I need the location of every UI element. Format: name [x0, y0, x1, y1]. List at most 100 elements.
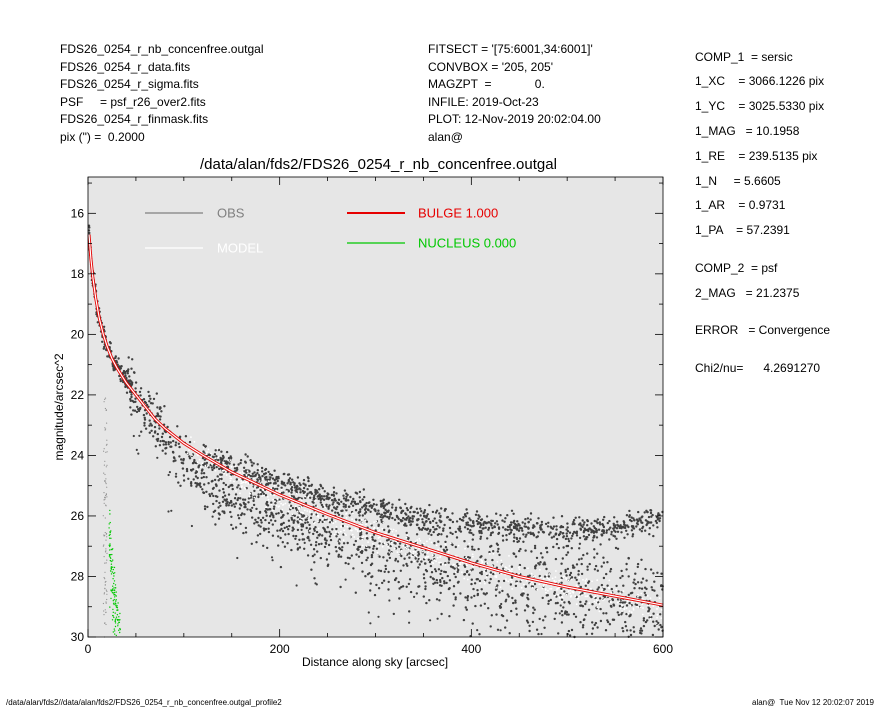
- obs-point: [533, 608, 536, 611]
- obs-point: [249, 508, 252, 511]
- model-point: [466, 558, 469, 560]
- model-point: [396, 541, 399, 544]
- obs-point: [105, 478, 107, 480]
- obs-point: [293, 486, 297, 489]
- obs-point: [640, 558, 643, 561]
- obs-point: [230, 523, 233, 527]
- obs-point: [594, 564, 598, 568]
- model-point: [335, 531, 337, 533]
- model-point: [488, 573, 491, 576]
- x-tick-label: 200: [270, 642, 290, 656]
- obs-point: [584, 602, 587, 606]
- obs-point: [465, 508, 468, 511]
- obs-point: [240, 513, 243, 517]
- nucleus-point: [109, 509, 111, 512]
- obs-point: [544, 615, 547, 618]
- obs-point: [289, 504, 293, 507]
- model-point: [558, 596, 561, 599]
- obs-point: [624, 620, 627, 624]
- obs-point: [640, 587, 644, 590]
- obs-point: [164, 443, 168, 446]
- obs-point: [256, 534, 260, 537]
- obs-point: [200, 476, 203, 480]
- obs-point: [408, 578, 412, 581]
- obs-point: [319, 485, 323, 488]
- model-point: [656, 616, 658, 619]
- obs-point: [239, 504, 243, 507]
- obs-point: [273, 469, 276, 472]
- obs-point: [304, 518, 307, 521]
- obs-point: [471, 545, 474, 548]
- model-point: [216, 447, 219, 450]
- obs-point: [243, 498, 247, 501]
- obs-point: [105, 539, 107, 541]
- obs-point: [290, 548, 293, 552]
- obs-point: [295, 584, 298, 587]
- obs-point: [593, 556, 596, 559]
- model-point: [272, 498, 274, 501]
- obs-point: [431, 519, 435, 523]
- obs-point: [545, 594, 548, 597]
- obs-point: [312, 496, 316, 499]
- obs-point: [552, 525, 556, 528]
- obs-point: [508, 632, 511, 635]
- obs-point: [554, 612, 557, 615]
- obs-point: [337, 498, 341, 501]
- model-point: [289, 495, 292, 498]
- obs-point: [491, 531, 494, 534]
- obs-point: [501, 534, 505, 537]
- obs-point: [341, 514, 344, 518]
- obs-point: [374, 539, 377, 542]
- model-point: [345, 517, 348, 519]
- obs-point: [654, 519, 658, 523]
- obs-point: [408, 556, 411, 559]
- obs-point: [321, 497, 324, 500]
- obs-point: [543, 563, 547, 566]
- obs-point: [615, 584, 618, 588]
- obs-point: [602, 518, 605, 521]
- obs-point: [250, 461, 253, 464]
- obs-point: [247, 501, 250, 504]
- obs-point: [230, 504, 233, 507]
- nucleus-point: [112, 602, 115, 604]
- obs-point: [464, 606, 467, 609]
- obs-point: [346, 556, 350, 559]
- model-point: [422, 550, 424, 553]
- obs-point: [249, 459, 252, 462]
- obs-point: [234, 502, 238, 505]
- obs-point: [282, 521, 285, 525]
- obs-point: [601, 529, 604, 533]
- obs-point: [344, 561, 347, 565]
- obs-point: [610, 533, 613, 536]
- obs-point: [152, 435, 155, 438]
- obs-point: [325, 503, 328, 506]
- obs-point: [222, 491, 226, 494]
- obs-point: [507, 595, 510, 598]
- obs-point: [174, 444, 177, 447]
- model-point: [341, 523, 343, 525]
- obs-point: [256, 463, 259, 466]
- nucleus-point: [110, 537, 112, 539]
- obs-point: [263, 476, 267, 479]
- obs-point: [306, 488, 309, 491]
- obs-point: [588, 562, 591, 566]
- obs-point: [396, 560, 400, 563]
- model-point: [381, 528, 384, 530]
- model-point: [333, 533, 336, 536]
- model-point: [300, 520, 302, 522]
- obs-point: [398, 498, 401, 501]
- obs-point: [375, 547, 379, 550]
- model-point: [632, 607, 635, 610]
- model-point: [527, 567, 529, 570]
- model-point: [288, 504, 291, 507]
- obs-point: [354, 539, 357, 543]
- obs-point: [454, 596, 457, 599]
- model-point: [471, 553, 474, 556]
- obs-point: [328, 504, 331, 507]
- obs-point: [436, 617, 439, 620]
- obs-point: [425, 516, 428, 519]
- obs-point: [274, 502, 277, 505]
- obs-point: [266, 483, 270, 486]
- obs-point: [478, 633, 481, 636]
- obs-point: [394, 506, 398, 509]
